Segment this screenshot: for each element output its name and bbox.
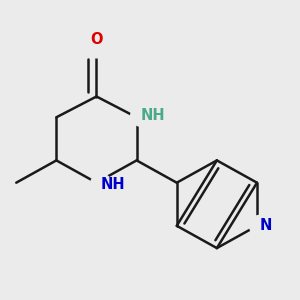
Circle shape — [250, 215, 270, 236]
Text: NH: NH — [101, 177, 126, 192]
Text: O: O — [90, 32, 103, 47]
Circle shape — [86, 37, 107, 58]
Circle shape — [91, 174, 111, 195]
Circle shape — [131, 105, 152, 126]
Text: NH: NH — [141, 108, 166, 123]
Text: N: N — [260, 218, 272, 233]
